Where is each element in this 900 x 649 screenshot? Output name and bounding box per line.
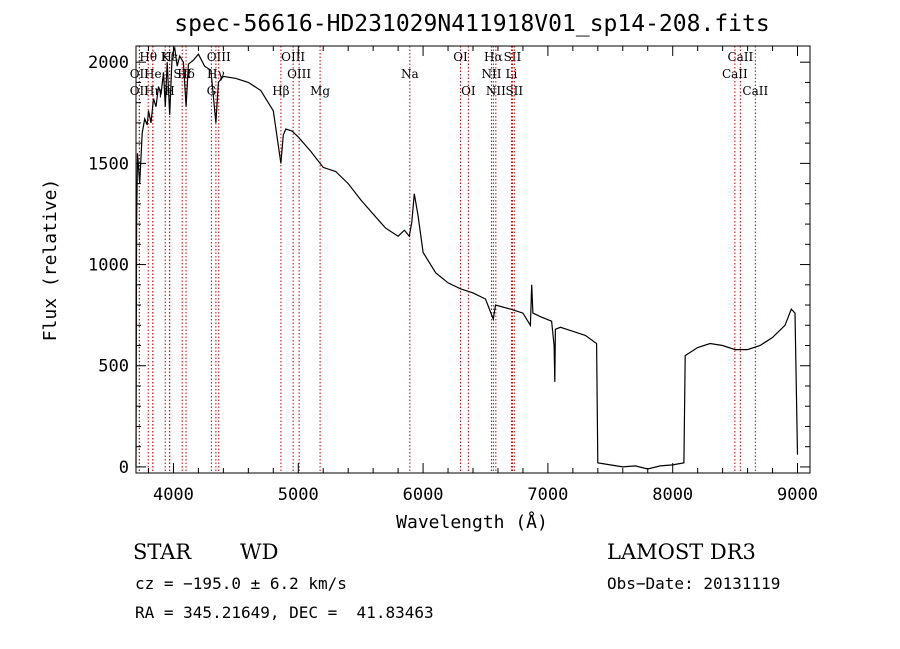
- marker-label-18: OI: [453, 50, 468, 64]
- chart-title: spec-56616-HD231029N411918V01_sp14-208.f…: [174, 11, 769, 37]
- marker-label-5: K: [161, 50, 171, 64]
- y-tick-label-1: 500: [98, 357, 129, 377]
- marker-label-15: Hβ: [272, 84, 289, 98]
- plot-frame: [135, 45, 811, 474]
- marker-label-14: OIII: [287, 67, 311, 81]
- y-tick-label-0: 0: [119, 458, 129, 478]
- marker-label-6: H: [164, 84, 174, 98]
- y-tick-label-3: 1500: [88, 154, 129, 174]
- marker-label-4: Hη: [144, 84, 162, 98]
- marker-label-28: CaII: [742, 84, 768, 98]
- spectrum-line: [135, 45, 799, 470]
- marker-label-8: SII: [173, 67, 191, 81]
- x-tick-label-1: 5000: [278, 485, 319, 505]
- coordinates: RA = 345.21649, DEC = 41.83463: [135, 603, 434, 622]
- marker-label-12: G: [207, 84, 217, 98]
- x-tick-label-5: 9000: [777, 485, 818, 505]
- marker-label-22: NII: [481, 67, 501, 81]
- marker-label-24: NII: [486, 84, 506, 98]
- redshift-velocity: cz = −195.0 ± 6.2 km/s: [135, 574, 347, 593]
- marker-label-19: OI: [461, 84, 476, 98]
- x-axis-label: Wavelength (Å): [396, 511, 548, 533]
- subclass-label: WD: [240, 540, 279, 564]
- marker-label-25: SII: [505, 84, 523, 98]
- marker-label-17: Na: [401, 67, 419, 81]
- marker-label-21: SII: [504, 50, 522, 64]
- survey-label: LAMOST DR3: [607, 540, 756, 564]
- x-tick-label-2: 6000: [403, 485, 444, 505]
- marker-label-26: CaII: [727, 50, 753, 64]
- x-tick-label-4: 8000: [652, 485, 693, 505]
- marker-label-16: Mg: [310, 84, 330, 98]
- marker-label-20: Hα: [484, 50, 503, 64]
- marker-label-13: OIII: [281, 50, 305, 64]
- y-axis-label: Flux (relative): [40, 179, 61, 342]
- marker-label-10: OIII: [207, 50, 231, 64]
- axis-ticks: 4000 5000 6000 7000 8000 9000 0 500 1000 1500 2000: [88, 46, 818, 505]
- x-tick-label-3: 7000: [527, 485, 568, 505]
- class-label: STAR: [133, 540, 192, 564]
- marker-label-23: Li: [506, 67, 518, 81]
- marker-label-9: Hδ: [177, 67, 195, 81]
- x-tick-label-0: 4000: [153, 485, 194, 505]
- y-tick-label-4: 2000: [88, 53, 129, 73]
- y-tick-label-2: 1000: [88, 256, 129, 276]
- spectrum-chart: spec-56616-HD231029N411918V01_sp14-208.f…: [40, 11, 818, 533]
- observation-date: Obs−Date: 20131119: [607, 574, 781, 593]
- marker-label-2: OII: [130, 84, 150, 98]
- marker-label-27: CaII: [722, 67, 748, 81]
